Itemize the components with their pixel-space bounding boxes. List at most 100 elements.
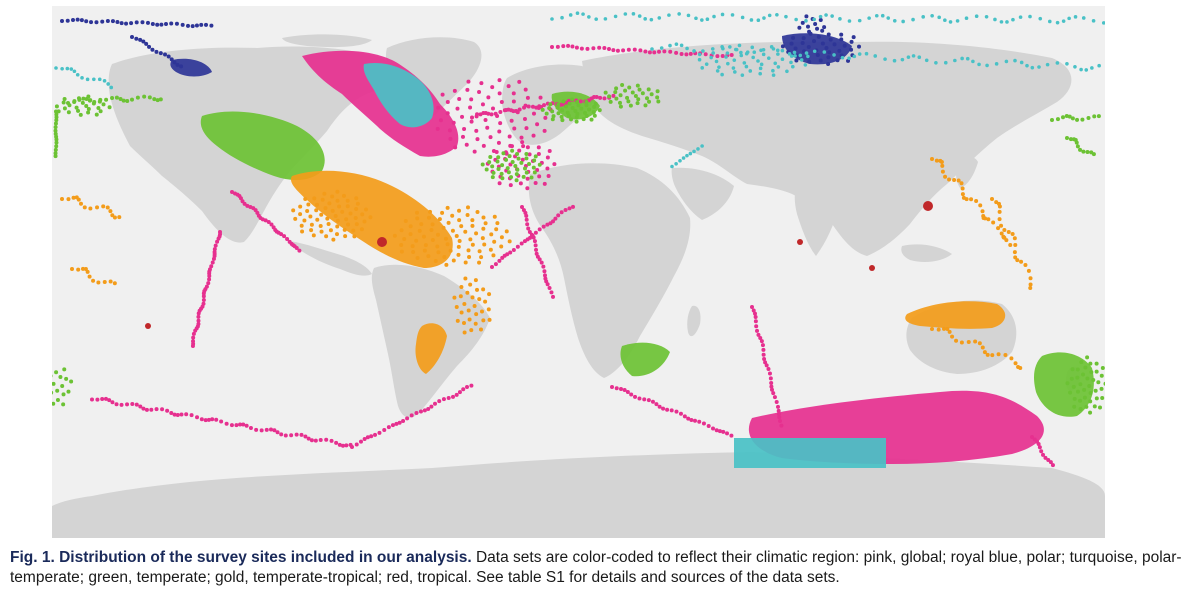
site-dot	[484, 167, 489, 172]
site-dot	[75, 17, 80, 22]
site-dot	[552, 162, 557, 167]
site-dot	[614, 96, 619, 101]
site-dot	[519, 160, 524, 165]
site-dot	[677, 12, 681, 16]
site-dot	[495, 221, 500, 226]
site-dot	[1055, 61, 1060, 65]
site-dot	[172, 412, 177, 417]
site-dot	[1072, 404, 1077, 409]
site-dot	[1081, 149, 1086, 154]
site-dot	[1071, 384, 1076, 389]
site-dot	[473, 278, 478, 283]
site-dot	[100, 19, 105, 24]
site-dot	[711, 51, 715, 55]
site-dot	[930, 327, 934, 331]
site-dot	[56, 109, 61, 114]
site-dot	[462, 321, 467, 326]
site-dot	[279, 232, 284, 237]
site-dot	[138, 404, 143, 409]
site-dot	[334, 232, 339, 237]
site-dot	[1092, 404, 1097, 409]
site-dot	[477, 260, 482, 265]
site-dot	[494, 149, 499, 154]
site-dot	[415, 256, 420, 261]
site-dot	[750, 305, 754, 309]
site-dot	[615, 48, 620, 53]
site-dot	[947, 329, 952, 334]
site-dot	[1086, 115, 1091, 120]
site-dot	[581, 12, 585, 16]
site-dot	[592, 104, 597, 109]
site-dot	[1025, 63, 1029, 68]
site-dot	[119, 21, 124, 26]
site-dot	[505, 252, 510, 257]
site-dot	[180, 22, 185, 27]
site-dot	[82, 205, 87, 210]
site-dot	[459, 224, 464, 229]
site-dot	[477, 249, 482, 254]
site-dot	[733, 70, 737, 74]
site-dot	[977, 341, 982, 346]
site-dot	[98, 97, 103, 102]
figure-caption: Fig. 1. Distribution of the survey sites…	[10, 548, 1190, 588]
site-dot	[463, 260, 468, 265]
site-dot	[66, 389, 71, 394]
site-dot	[64, 376, 69, 381]
site-dot	[346, 222, 351, 227]
red-japan-site	[923, 201, 933, 211]
site-dot	[550, 117, 555, 122]
site-dot	[550, 219, 555, 224]
site-dot	[324, 234, 329, 239]
site-dot	[69, 67, 74, 71]
site-dot	[546, 173, 551, 178]
site-dot	[806, 54, 810, 59]
site-dot	[527, 230, 532, 235]
site-dot	[300, 229, 305, 234]
site-dot	[190, 24, 195, 29]
site-dot	[492, 214, 497, 219]
site-dot	[622, 388, 627, 393]
site-dot	[594, 17, 598, 21]
site-dot	[694, 16, 698, 21]
red-india-site	[797, 239, 803, 245]
site-dot	[368, 215, 373, 220]
site-dot	[681, 156, 686, 160]
site-dot	[567, 101, 572, 106]
site-dot	[775, 48, 780, 53]
site-dot	[303, 434, 308, 439]
site-dot	[955, 19, 960, 23]
site-dot	[711, 426, 715, 431]
site-dot	[646, 398, 651, 403]
site-dot	[574, 45, 579, 50]
site-dot	[960, 56, 964, 61]
site-dot	[55, 397, 60, 402]
site-dot	[510, 144, 515, 149]
site-dot	[95, 397, 100, 402]
site-dot	[488, 247, 493, 252]
site-dot	[701, 49, 705, 53]
site-dot	[536, 152, 541, 157]
site-dot	[575, 111, 580, 116]
site-dot	[79, 18, 84, 23]
site-dot	[906, 55, 911, 59]
site-dot	[714, 428, 719, 433]
antarctica-landmass	[52, 452, 1105, 538]
site-dot	[550, 17, 554, 21]
site-dot	[547, 285, 552, 290]
site-dot	[807, 29, 812, 34]
site-dot	[330, 194, 335, 199]
site-dot	[291, 208, 296, 213]
site-dot	[570, 44, 575, 49]
site-dot	[589, 117, 594, 122]
site-dot	[475, 112, 480, 117]
site-dot	[678, 411, 683, 416]
site-dot	[657, 16, 662, 20]
site-dot	[742, 61, 747, 65]
site-dot	[119, 402, 124, 407]
site-dot	[489, 232, 494, 237]
site-dot	[678, 159, 682, 163]
site-dot	[982, 350, 987, 355]
site-dot	[597, 45, 602, 50]
site-dot	[488, 135, 493, 140]
site-dot	[837, 48, 842, 53]
